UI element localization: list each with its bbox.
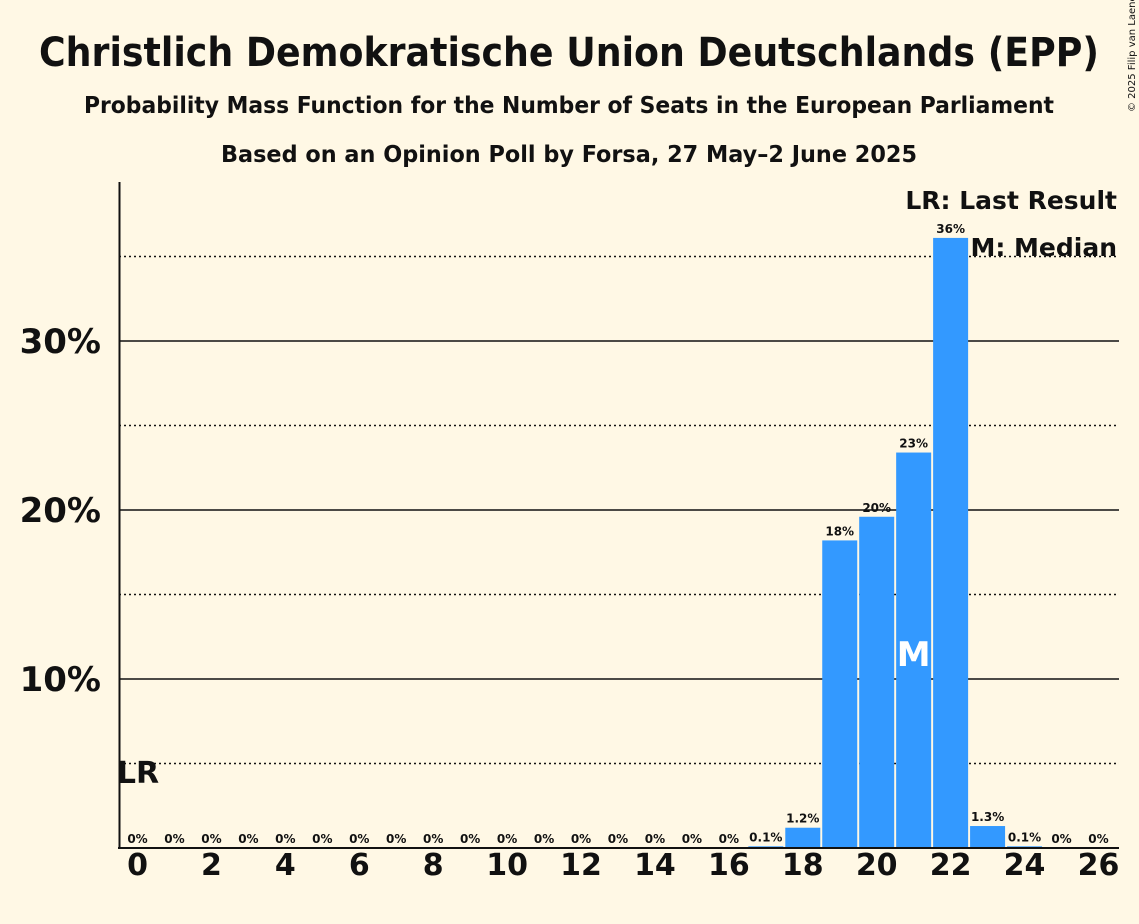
legend-median: M: Median (970, 233, 1117, 262)
y-tick-label: 30% (20, 322, 101, 362)
bar (822, 540, 858, 848)
bar (970, 826, 1006, 848)
bar-value-label: 0% (238, 832, 258, 846)
median-marker: M (897, 635, 931, 675)
copyright-note: © 2025 Filip van Laenen (1127, 0, 1138, 112)
bar-value-label: 18% (825, 524, 854, 538)
bar (785, 827, 821, 848)
x-tick-label: 22 (930, 848, 972, 883)
chart-source-note: Based on an Opinion Poll by Forsa, 27 Ma… (221, 142, 917, 168)
x-tick-label: 14 (634, 848, 676, 883)
bar-value-label: 0% (201, 832, 221, 846)
x-tick-label: 6 (349, 848, 370, 883)
x-axis-tick-labels: 0 2 4 6 8 10 12 14 16 18 20 22 24 26 (127, 848, 1119, 883)
bar-value-label: 0% (1088, 832, 1108, 846)
bar-value-label: 0% (682, 832, 702, 846)
legend-last-result: LR: Last Result (905, 186, 1117, 215)
bar-value-label: 0% (349, 832, 369, 846)
bar-value-label: 0.1% (1008, 830, 1041, 844)
x-tick-label: 12 (560, 848, 602, 883)
x-tick-label: 0 (127, 848, 148, 883)
bar-value-label: 36% (936, 222, 965, 236)
x-tick-label: 18 (782, 848, 824, 883)
x-tick-label: 10 (486, 848, 528, 883)
bar-value-labels: 0% 0% 0% 0% 0% 0% 0% 0% 0% 0% 0% 0% 0% 0% 0% 0% 0% 0.1% 1.… (127, 222, 1108, 846)
bar-value-label: 0% (312, 832, 332, 846)
y-tick-label: 10% (20, 660, 101, 700)
x-tick-label: 4 (275, 848, 296, 883)
y-axis-tick-labels: 10% 20% 30% (20, 322, 101, 700)
bar-value-label: 1.3% (971, 810, 1004, 824)
bar (933, 237, 969, 848)
bar-value-label: 0% (423, 832, 443, 846)
bar-value-label: 23% (899, 437, 928, 451)
x-tick-label: 8 (423, 848, 444, 883)
bar-value-label: 20% (862, 501, 891, 515)
bar-value-label: 0.1% (749, 830, 782, 844)
bar-value-label: 0% (534, 832, 554, 846)
y-tick-label: 20% (20, 491, 101, 531)
bar (896, 452, 932, 848)
bar-value-label: 0% (608, 832, 628, 846)
x-tick-label: 24 (1004, 848, 1046, 883)
x-tick-label: 16 (708, 848, 750, 883)
bar-value-label: 0% (164, 832, 184, 846)
bars (748, 237, 1043, 848)
bar-value-label: 0% (386, 832, 406, 846)
bar-value-label: 0% (645, 832, 665, 846)
bar-value-label: 0% (127, 832, 147, 846)
x-tick-label: 20 (856, 848, 898, 883)
last-result-marker: LR (117, 756, 159, 791)
chart-title: Christlich Demokratische Union Deutschla… (39, 30, 1099, 76)
bar-value-label: 0% (460, 832, 480, 846)
bar-value-label: 0% (571, 832, 591, 846)
bar-value-label: 1.2% (786, 812, 819, 826)
x-tick-label: 26 (1078, 848, 1120, 883)
bar-value-label: 0% (497, 832, 517, 846)
bar-value-label: 0% (275, 832, 295, 846)
bar (859, 516, 895, 848)
gridlines (119, 255, 1119, 765)
bar-value-label: 0% (719, 832, 739, 846)
chart-subtitle: Probability Mass Function for the Number… (84, 93, 1054, 119)
x-tick-label: 2 (201, 848, 222, 883)
bar-value-label: 0% (1051, 832, 1071, 846)
